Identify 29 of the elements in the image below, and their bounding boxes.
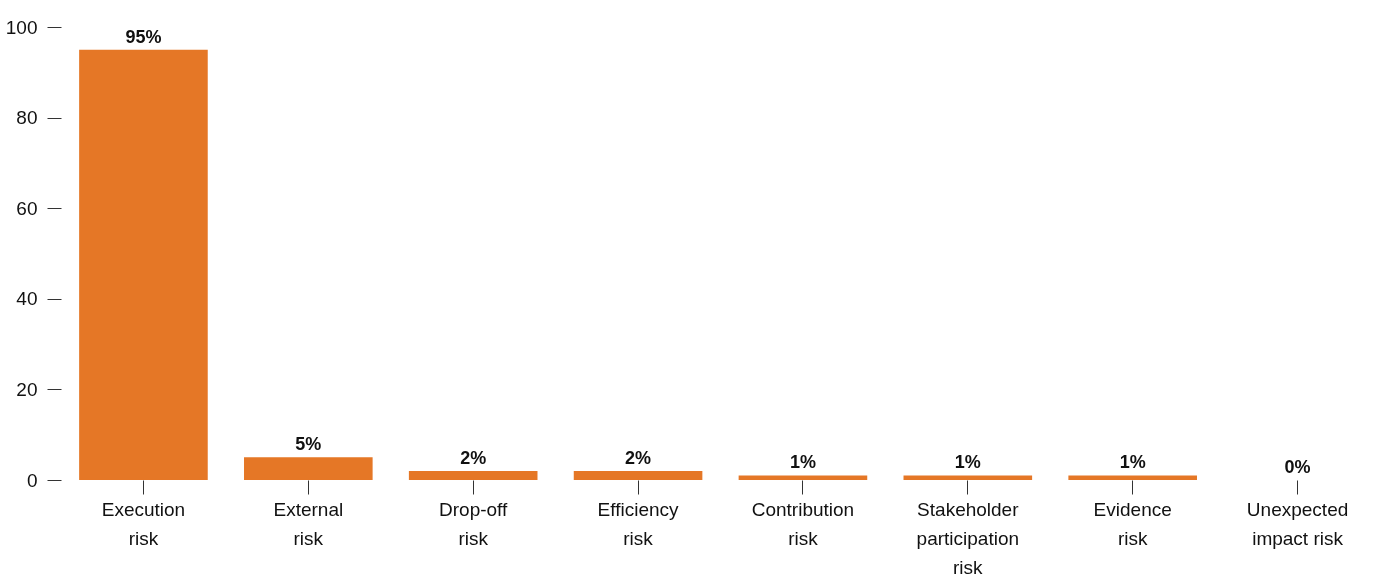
bar xyxy=(244,457,373,480)
x-tick-label: Execution risk xyxy=(101,498,186,549)
bar xyxy=(903,475,1033,480)
x-tick-label: Efficiency risk xyxy=(597,498,680,549)
x-tick-label: Stakeholder participation risk xyxy=(916,498,1020,577)
x-tick-label: Unexpected impact risk xyxy=(1246,498,1349,549)
data-label: 2% xyxy=(460,447,487,468)
bar xyxy=(573,470,703,480)
bar xyxy=(408,470,538,480)
data-label: 1% xyxy=(789,452,816,473)
data-label: 1% xyxy=(1119,452,1146,473)
y-tick-label: 0 xyxy=(26,469,38,491)
y-tick-label: 20 xyxy=(16,378,38,400)
x-tick-label: External risk xyxy=(273,498,344,549)
bar xyxy=(79,49,208,480)
bar xyxy=(738,475,868,480)
data-label: 1% xyxy=(954,452,981,473)
data-label: 95% xyxy=(125,26,162,47)
x-tick-label: Evidence risk xyxy=(1093,498,1172,549)
y-tick-label: 40 xyxy=(16,288,38,310)
data-label: 2% xyxy=(625,447,652,468)
y-tick-label: 60 xyxy=(16,197,38,219)
x-tick-label: Drop-off risk xyxy=(439,498,509,549)
data-label: 5% xyxy=(295,434,322,455)
data-label: 0% xyxy=(1284,457,1311,477)
y-tick-label: 80 xyxy=(16,107,38,129)
x-tick-label: Contribution risk xyxy=(751,498,855,549)
y-tick-label: 100 xyxy=(5,16,38,38)
bar xyxy=(1068,475,1197,480)
